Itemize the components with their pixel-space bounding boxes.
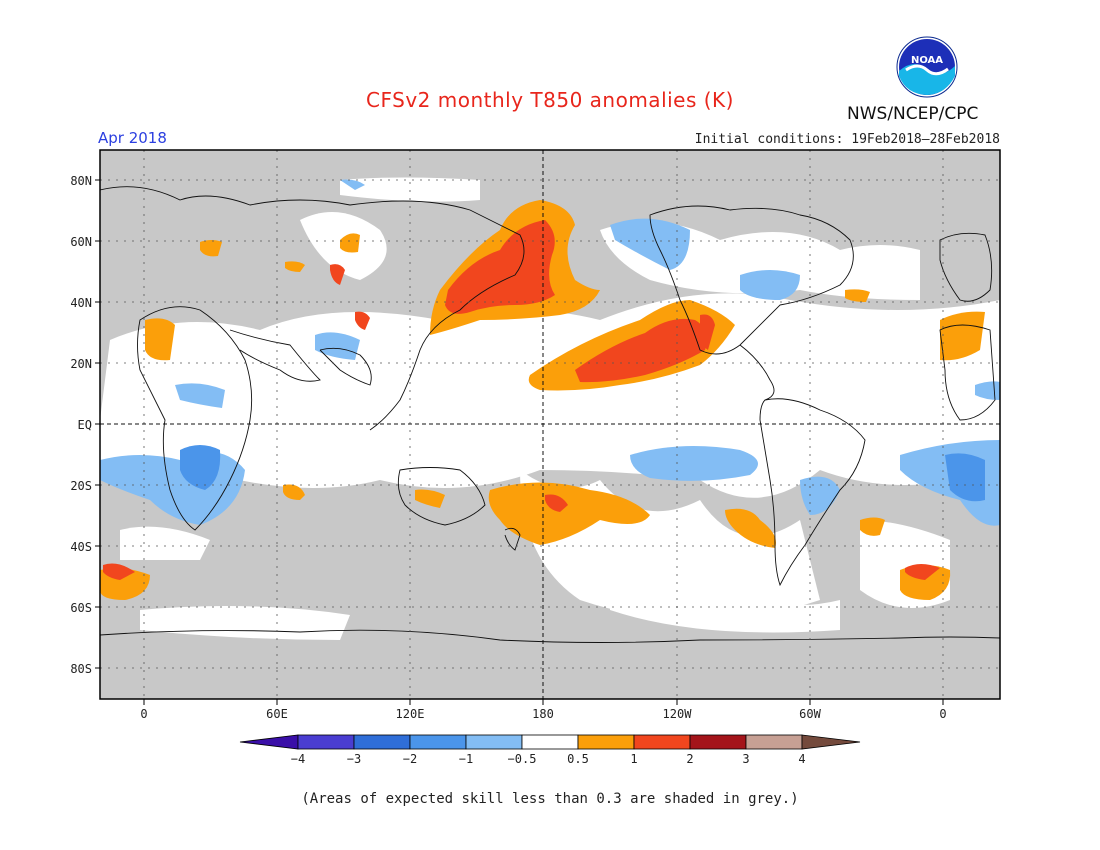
map-fill-layer [100, 150, 1000, 699]
colorbar-tick-label: 4 [798, 752, 805, 766]
colorbar-tick-label: −3 [347, 752, 361, 766]
initial-conditions: Initial conditions: 19Feb2018–28Feb2018 [694, 132, 1000, 147]
colorbar-swatch [465, 734, 523, 750]
valid-month: Apr 2018 [98, 129, 167, 147]
lat-label: EQ [78, 418, 92, 432]
lon-label: 60E [266, 707, 288, 721]
lat-label: 80S [70, 662, 92, 676]
lon-label: 180 [532, 707, 554, 721]
agency-label: NWS/NCEP/CPC [847, 104, 979, 124]
lon-label: 0 [939, 707, 946, 721]
lat-label: 60N [70, 235, 92, 249]
colorbar-swatch [521, 734, 579, 750]
lon-ticks [143, 699, 944, 705]
lat-label: 20S [70, 479, 92, 493]
skill-footnote: (Areas of expected skill less than 0.3 a… [301, 791, 799, 807]
lon-label: 120W [663, 707, 693, 721]
colorbar-swatch [689, 734, 747, 750]
colorbar-tick-label: 2 [686, 752, 693, 766]
colorbar-tick-label: 0.5 [567, 752, 589, 766]
lat-label: 20N [70, 357, 92, 371]
colorbar-arrow-high [801, 734, 861, 750]
colorbar-arrow-low [239, 734, 299, 750]
svg-text:NOAA: NOAA [911, 55, 943, 66]
colorbar-swatch [577, 734, 635, 750]
lon-label: 0 [140, 707, 147, 721]
lat-label: 80N [70, 174, 92, 188]
colorbar-swatch [297, 734, 355, 750]
colorbar-tick-label: 3 [742, 752, 749, 766]
colorbar-tick-label: −0.5 [508, 752, 537, 766]
colorbar-tick-label: 1 [630, 752, 637, 766]
colorbar-swatch [633, 734, 691, 750]
colorbar-swatch [409, 734, 467, 750]
lon-label: 60W [799, 707, 821, 721]
colorbar-legend: −4 −3 −2 −1 −0.5 0.5 1 2 3 4 [239, 734, 861, 766]
colorbar-swatch [353, 734, 411, 750]
lat-label: 40S [70, 540, 92, 554]
graticule [100, 150, 1000, 699]
lat-ticks [95, 179, 100, 669]
lat-label: 40N [70, 296, 92, 310]
lon-label: 120E [396, 707, 425, 721]
colorbar-tick-label: −4 [291, 752, 305, 766]
colorbar-swatch [745, 734, 803, 750]
colorbar-tick-label: −2 [403, 752, 417, 766]
lat-label: 60S [70, 601, 92, 615]
chart-title: CFSv2 monthly T850 anomalies (K) [366, 88, 734, 112]
noaa-logo-icon: NOAA [896, 36, 958, 98]
colorbar-tick-label: −1 [459, 752, 473, 766]
